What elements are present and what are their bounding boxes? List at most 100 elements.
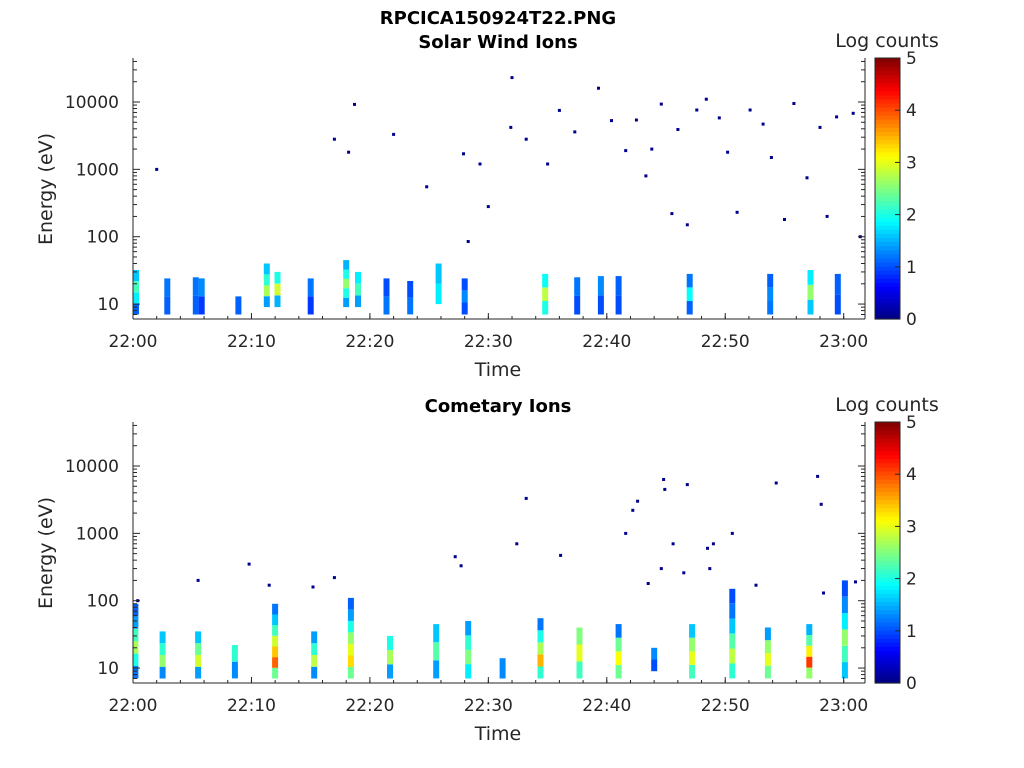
cometary-spectrogram-cell bbox=[651, 647, 658, 660]
solar-wind-colorbar-segment bbox=[875, 180, 900, 186]
cometary-x-tick-label: 22:10 bbox=[227, 696, 276, 716]
solar-wind-colorbar-segment bbox=[875, 90, 900, 96]
cometary-spectrogram-cell bbox=[231, 645, 238, 662]
cometary-spectrogram-cell bbox=[195, 655, 202, 667]
solar-wind-colorbar-segment bbox=[875, 278, 900, 283]
cometary-x-tick-label: 22:40 bbox=[582, 696, 631, 716]
cometary-colorbar-segment bbox=[875, 568, 900, 574]
solar-wind-count-point bbox=[704, 97, 708, 101]
solar-wind-spectrogram-cell bbox=[597, 295, 604, 315]
cometary-count-point bbox=[515, 542, 519, 546]
cometary-colorbar-segment bbox=[875, 642, 900, 647]
solar-wind-count-point bbox=[650, 147, 654, 151]
solar-wind-count-point bbox=[695, 108, 699, 112]
cometary-colorbar-segment bbox=[875, 434, 900, 439]
cometary-count-point bbox=[631, 508, 635, 512]
cometary-colorbar-segment bbox=[875, 540, 900, 545]
cometary-colorbar-segment bbox=[875, 560, 900, 566]
cometary-spectrogram-cell bbox=[347, 644, 354, 656]
solar-wind-count-point bbox=[425, 185, 429, 189]
cometary-spectrogram-cell bbox=[387, 635, 393, 651]
cometary-spectrogram-cell bbox=[347, 667, 354, 679]
solar-wind-colorbar-segment bbox=[875, 147, 900, 153]
cometary-count-point bbox=[459, 564, 463, 568]
cometary-count-point bbox=[559, 553, 563, 557]
cometary-colorbar-segment bbox=[875, 511, 900, 517]
cometary-spectrogram-cell bbox=[272, 646, 279, 658]
cometary-spectrogram-cell bbox=[615, 637, 622, 652]
cometary-count-point bbox=[311, 585, 315, 589]
solar-wind-colorbar-segment bbox=[875, 176, 900, 181]
solar-wind-count-point bbox=[509, 125, 513, 129]
cometary-colorbar-tick-label: 0 bbox=[906, 674, 917, 694]
cometary-spectrogram-cell bbox=[387, 650, 393, 665]
cometary-colorbar-segment bbox=[875, 581, 900, 586]
solar-wind-colorbar-segment bbox=[875, 217, 900, 222]
cometary-x-tick-label: 22:50 bbox=[701, 696, 750, 716]
cometary-colorbar-segment bbox=[875, 470, 900, 476]
cometary-colorbar-segment bbox=[875, 650, 900, 656]
cometary-colorbar-label: Log counts bbox=[835, 394, 938, 416]
solar-wind-colorbar-frame bbox=[874, 57, 901, 320]
cometary-spectrogram-cell bbox=[806, 624, 813, 635]
cometary-colorbar-segment bbox=[875, 442, 900, 448]
solar-wind-count-point bbox=[466, 240, 470, 243]
cometary-colorbar-segment bbox=[875, 544, 900, 550]
solar-wind-spectrogram-cell bbox=[767, 287, 774, 301]
solar-wind-colorbar-segment bbox=[875, 106, 900, 112]
cometary-spectrogram-cell bbox=[537, 654, 544, 667]
cometary-colorbar-tick-label: 4 bbox=[906, 465, 917, 485]
cometary-y-label: Energy (eV) bbox=[35, 497, 57, 609]
cometary-count-point bbox=[682, 571, 686, 575]
cometary-colorbar-tick-label: 3 bbox=[906, 517, 917, 537]
cometary-spectrogram-cell bbox=[387, 664, 393, 679]
solar-wind-spectrogram-cell bbox=[461, 302, 468, 315]
cometary-colorbar-segment bbox=[875, 674, 900, 680]
solar-wind-colorbar-segment bbox=[875, 241, 900, 247]
cometary-colorbar-segment bbox=[875, 564, 900, 570]
cometary-panel: Cometary Ions Log counts Time Energy (eV… bbox=[35, 394, 939, 745]
solar-wind-spectrogram-cell bbox=[133, 281, 139, 293]
solar-wind-colorbar-segment bbox=[875, 143, 900, 149]
solar-wind-spectrogram-cell bbox=[807, 284, 814, 300]
solar-wind-spectrogram-cell bbox=[133, 303, 139, 315]
solar-wind-spectrogram-cell bbox=[343, 288, 350, 298]
cometary-colorbar-segment bbox=[875, 617, 900, 623]
cometary-spectrogram-cell bbox=[615, 664, 622, 679]
solar-wind-colorbar-segment bbox=[875, 139, 900, 145]
cometary-spectrogram-cell bbox=[272, 667, 279, 679]
cometary-spectrogram-cell bbox=[311, 655, 318, 667]
cometary-y-tick-label: 10000 bbox=[65, 457, 119, 477]
solar-wind-count-point bbox=[818, 125, 822, 129]
solar-wind-spectrogram-cell bbox=[198, 278, 205, 297]
solar-wind-spectrogram-cell bbox=[133, 270, 139, 282]
solar-wind-colorbar-segment bbox=[875, 208, 900, 214]
cometary-colorbar-segment bbox=[875, 658, 900, 664]
cometary-spectrogram-cell bbox=[195, 666, 202, 679]
cometary-spectrogram-cell bbox=[537, 642, 544, 655]
solar-wind-x-tick-label: 22:50 bbox=[701, 332, 750, 352]
cometary-spectrogram-cell bbox=[133, 616, 139, 629]
cometary-spectrogram-cell bbox=[689, 637, 696, 652]
solar-wind-spectrogram-cell bbox=[767, 301, 774, 315]
solar-wind-colorbar-segment bbox=[875, 111, 900, 116]
cometary-count-point bbox=[646, 582, 650, 585]
cometary-spectrogram-cell bbox=[465, 621, 472, 636]
cometary-spectrogram-cell bbox=[806, 656, 813, 668]
solar-wind-colorbar-segment bbox=[875, 290, 900, 296]
cometary-colorbar-segment bbox=[875, 483, 900, 488]
cometary-spectrogram-cell bbox=[133, 666, 139, 679]
cometary-colorbar-segment bbox=[875, 458, 900, 464]
cometary-colorbar-segment bbox=[875, 585, 900, 590]
solar-wind-colorbar-segment bbox=[875, 78, 900, 84]
solar-wind-colorbar-tick-label: 3 bbox=[906, 153, 917, 173]
solar-wind-colorbar-segment bbox=[875, 155, 900, 161]
cometary-spectrogram-cell bbox=[272, 614, 279, 626]
solar-wind-count-point bbox=[726, 150, 730, 154]
solar-wind-spectrogram-cell bbox=[574, 295, 581, 315]
solar-wind-colorbar-segment bbox=[875, 302, 900, 308]
cometary-spectrogram-cell bbox=[159, 643, 166, 655]
solar-wind-colorbar-segment bbox=[875, 184, 900, 190]
solar-wind-spectrogram-cell bbox=[807, 270, 814, 285]
